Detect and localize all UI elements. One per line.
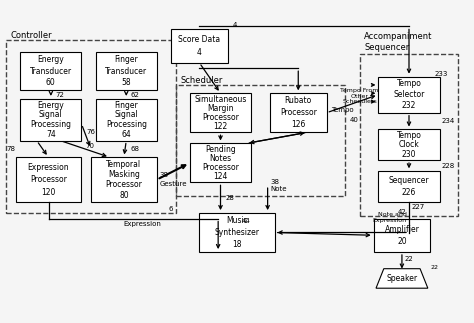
Text: Score Data: Score Data [178,35,220,44]
Text: Signal: Signal [114,110,138,120]
Text: 22: 22 [404,256,413,262]
Text: Pending: Pending [205,145,236,154]
Text: 124: 124 [213,172,228,181]
Text: Finger: Finger [114,55,138,64]
Text: 22: 22 [430,265,438,270]
Text: Masking: Masking [108,170,140,179]
Text: 38: 38 [159,172,168,178]
Bar [96,51,157,90]
Text: 20: 20 [397,237,407,246]
Text: 4: 4 [197,48,202,57]
Text: 228: 228 [441,163,454,169]
Bar [16,157,82,202]
Text: Note: Note [270,186,286,192]
Text: Scheduler: Scheduler [181,76,223,85]
Text: 60: 60 [46,78,56,87]
Text: Margin: Margin [207,104,234,113]
Text: Controller: Controller [11,31,53,40]
Text: 40: 40 [350,117,359,123]
Text: 234: 234 [441,118,454,124]
Text: Tempo: Tempo [331,107,354,113]
Text: 44: 44 [242,218,250,224]
Text: Synthesizer: Synthesizer [215,228,259,237]
Text: Processor: Processor [106,180,142,189]
Text: Transducer: Transducer [105,67,147,76]
Text: Gesture: Gesture [159,181,187,187]
Text: Finger: Finger [114,101,138,110]
Text: 122: 122 [213,122,228,131]
Text: Tempo From
Other
Schedulers: Tempo From Other Schedulers [340,88,379,104]
Text: Energy: Energy [37,55,64,64]
Text: Rubato: Rubato [284,97,312,105]
Text: 230: 230 [402,150,416,159]
Text: 62: 62 [131,92,140,98]
Text: Processor: Processor [30,175,67,184]
Text: Transducer: Transducer [30,67,72,76]
Bar [374,219,430,252]
Bar [20,99,82,141]
Text: 72: 72 [55,92,64,98]
Text: Clock: Clock [399,140,419,149]
Bar [199,213,275,252]
Bar [270,93,327,132]
Bar [378,130,439,160]
Text: Processor: Processor [202,113,239,122]
Text: Energy: Energy [37,101,64,110]
Text: 76: 76 [86,129,95,135]
Text: Amplifier: Amplifier [384,224,419,234]
Bar [190,93,251,132]
Text: 58: 58 [121,78,131,87]
Bar [176,85,346,196]
Text: 42: 42 [398,209,407,214]
Text: Note and
Expression: Note and Expression [373,212,407,223]
Text: Accompaniment
Sequencer: Accompaniment Sequencer [364,32,433,51]
Text: Processor: Processor [202,163,239,172]
Text: Simultaneous: Simultaneous [194,95,246,104]
Text: Tempo: Tempo [397,79,421,88]
Text: 78: 78 [6,146,15,152]
Text: 232: 232 [402,101,416,110]
Polygon shape [376,269,428,288]
Text: 80: 80 [119,191,129,200]
Bar [6,40,176,213]
Text: Notes: Notes [210,154,232,163]
Text: 227: 227 [411,204,425,211]
Text: 6: 6 [169,206,173,212]
Text: 74: 74 [46,130,56,139]
Text: 28: 28 [225,195,234,201]
Text: Sequencer: Sequencer [389,176,429,185]
Text: Expression: Expression [27,162,69,172]
Text: 68: 68 [131,146,140,152]
Text: 233: 233 [435,71,448,77]
Bar [190,143,251,182]
Text: Temporal: Temporal [106,160,141,169]
Text: Processing: Processing [30,120,72,129]
Text: Music: Music [226,216,248,225]
Text: 70: 70 [85,143,94,149]
Text: 38: 38 [270,179,279,185]
Text: 126: 126 [291,120,305,129]
Text: Speaker: Speaker [386,274,418,283]
Bar [91,157,157,202]
Text: 18: 18 [232,240,242,249]
Text: Processing: Processing [106,120,147,129]
Text: 4: 4 [232,22,237,28]
Bar [378,171,439,202]
Bar [171,29,228,63]
Text: Selector: Selector [393,90,425,99]
Text: Signal: Signal [39,110,63,120]
Text: Expression: Expression [124,221,162,227]
Text: Processor: Processor [280,108,317,117]
Bar [378,77,439,113]
Bar [359,54,458,216]
Text: 226: 226 [402,188,416,197]
Text: 64: 64 [121,130,131,139]
Text: Tempo: Tempo [397,131,421,140]
Text: 120: 120 [41,188,56,197]
Bar [96,99,157,141]
Bar [20,51,82,90]
